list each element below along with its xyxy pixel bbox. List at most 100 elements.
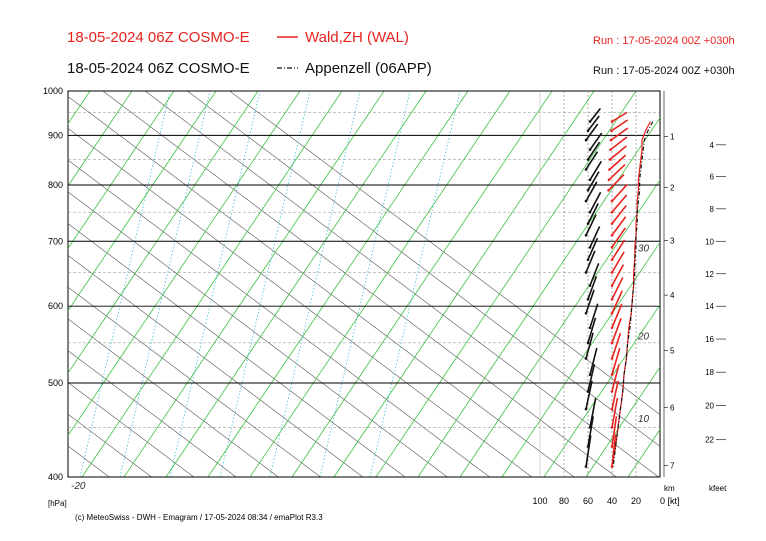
wind-barb-dot bbox=[586, 222, 590, 225]
km-tick-label: 7 bbox=[670, 462, 675, 471]
wind-barb-appenzell bbox=[587, 203, 599, 224]
wind-barb-dot bbox=[607, 189, 610, 192]
kfeet-tick-label: 6 bbox=[710, 173, 715, 182]
wind-barb-appenzell bbox=[587, 276, 598, 300]
isotherm-line bbox=[68, 286, 321, 477]
wind-barb-dot bbox=[608, 168, 611, 171]
background-grid bbox=[0, 91, 660, 477]
kfeet-unit-label: kfeet bbox=[709, 484, 727, 493]
wind-barb-appenzell bbox=[589, 303, 599, 329]
wind-barb-appenzell bbox=[587, 171, 600, 191]
run-info-2: Run : 17-05-2024 00Z +030h bbox=[593, 65, 735, 77]
wind-barb-dot bbox=[610, 390, 614, 393]
run-info-1: Run : 17-05-2024 00Z +030h bbox=[593, 35, 735, 47]
isotherm-line bbox=[68, 191, 448, 477]
wind-barb-appenzell bbox=[589, 107, 602, 123]
wind-barb-appenzell bbox=[585, 250, 596, 273]
wind-barb-wald bbox=[611, 332, 622, 359]
wind-barb-dot bbox=[610, 258, 614, 262]
wind-barb-dot bbox=[584, 233, 588, 237]
isotherm-line bbox=[0, 91, 67, 477]
dry-adiabat-label: 20 bbox=[637, 331, 650, 342]
wind-barb-appenzell bbox=[585, 435, 592, 467]
dry-adiabat-line bbox=[333, 91, 595, 477]
wind-barb-wald bbox=[611, 416, 618, 447]
mixing-ratio-line bbox=[319, 91, 411, 477]
legend-station-1: Wald,ZH (WAL) bbox=[305, 29, 409, 46]
wind-speed-tick-label: 40 bbox=[607, 496, 617, 506]
wind-barb-appenzell bbox=[585, 151, 599, 170]
isotherm-line bbox=[68, 255, 363, 477]
wind-barb-dot bbox=[588, 373, 592, 376]
dry-adiabat-line bbox=[375, 91, 637, 477]
wind-barb-dot bbox=[610, 246, 614, 249]
km-tick-label: 1 bbox=[670, 132, 675, 141]
km-unit-label: km bbox=[664, 484, 675, 493]
wind-barb-dot bbox=[586, 341, 590, 345]
isotherm-line bbox=[102, 91, 617, 477]
wind-barb-appenzell bbox=[587, 416, 594, 447]
wind-barb-appenzell bbox=[587, 141, 601, 160]
wind-barb-wald bbox=[609, 145, 627, 161]
wind-speed-tick-label: 100 bbox=[532, 496, 547, 506]
kfeet-tick-label: 4 bbox=[710, 141, 715, 150]
wind-barb-dot bbox=[610, 233, 614, 237]
kfeet-tick-label: 8 bbox=[710, 205, 715, 214]
wind-barb-dot bbox=[584, 168, 588, 171]
wind-barb-dot bbox=[588, 246, 592, 249]
wind-barb-wald bbox=[611, 397, 619, 428]
wind-barb-dot bbox=[610, 199, 614, 203]
isotherm-line bbox=[144, 91, 659, 477]
pressure-tick-label: 600 bbox=[48, 301, 63, 311]
wind-barb-dot bbox=[584, 311, 588, 315]
wind-barb-appenzell bbox=[585, 380, 593, 410]
wind-barb-dot bbox=[610, 271, 614, 274]
kfeet-tick-label: 20 bbox=[705, 401, 714, 410]
mixing-ratio-line bbox=[169, 91, 261, 477]
title-line-2: 18-05-2024 06Z COSMO-E bbox=[67, 60, 250, 77]
wind-speed-tick-label: 20 bbox=[631, 496, 641, 506]
wind-barb-wald bbox=[611, 227, 626, 248]
wind-barb-appenzell bbox=[587, 317, 597, 344]
mixing-ratio-line bbox=[79, 91, 171, 477]
isotherm-line bbox=[68, 382, 194, 477]
wind-barb-appenzell bbox=[589, 347, 598, 375]
wind-barb-dot bbox=[584, 199, 588, 203]
wind-barb-dot bbox=[610, 445, 614, 448]
isotherm-line bbox=[68, 318, 279, 477]
wind-barb-wald bbox=[611, 303, 623, 329]
axis-labels: 4005006007008009001000-100102030-2010203… bbox=[43, 86, 727, 506]
credit-text: (c) MeteoSwiss - DWH - Emagram / 17-05-2… bbox=[75, 513, 323, 522]
wind-barb-appenzell bbox=[585, 289, 595, 314]
wind-barb-dot bbox=[584, 407, 588, 411]
dry-adiabat-line bbox=[291, 91, 553, 477]
mixing-ratio-line bbox=[269, 91, 361, 477]
wind-barb-dot bbox=[610, 284, 614, 287]
wind-barb-dot bbox=[610, 465, 614, 468]
wind-barb-wald bbox=[611, 348, 621, 375]
wind-barb-wald bbox=[611, 119, 629, 132]
wind-barb-wald bbox=[611, 264, 625, 287]
pressure-tick-label: 700 bbox=[48, 236, 63, 246]
plot-frame bbox=[67, 90, 661, 478]
kfeet-tick-label: 22 bbox=[705, 436, 714, 445]
wind-barb-dot bbox=[610, 426, 614, 429]
wind-barb-dot bbox=[610, 373, 614, 376]
wind-barb-wald bbox=[608, 154, 627, 171]
wind-barb-wald bbox=[611, 251, 625, 273]
wind-barb-dot bbox=[610, 120, 614, 123]
wind-barb-appenzell bbox=[589, 191, 602, 213]
wind-barb-dot bbox=[609, 138, 613, 142]
wind-barb-wald bbox=[611, 434, 617, 467]
wind-barb-dot bbox=[610, 326, 614, 330]
dry-adiabat-line bbox=[585, 366, 660, 477]
dry-adiabat-line bbox=[68, 91, 259, 374]
pressure-tick-label: 500 bbox=[48, 378, 63, 388]
mixing-ratio-line bbox=[219, 91, 311, 477]
wind-barbs bbox=[584, 107, 654, 468]
wind-barb-appenzell bbox=[587, 237, 599, 261]
wind-barb-wald bbox=[611, 205, 627, 225]
wind-barb-wald bbox=[611, 277, 624, 300]
dry-adiabat-line bbox=[68, 91, 217, 312]
